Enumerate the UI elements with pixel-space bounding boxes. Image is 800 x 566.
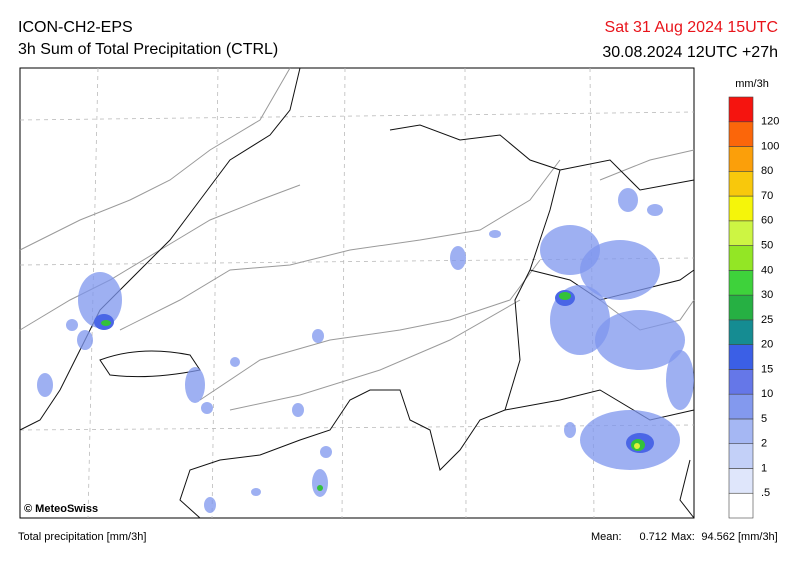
product-name: 3h Sum of Total Precipitation (CTRL) xyxy=(18,41,278,58)
legend-swatch xyxy=(728,393,754,420)
legend-label: 60 xyxy=(761,215,773,227)
footer-unit: [mm/3h] xyxy=(738,531,778,543)
mean-value: 0.712 xyxy=(639,531,667,543)
legend-label: 2 xyxy=(761,438,767,450)
footer-description: Total precipitation [mm/3h] xyxy=(18,531,146,543)
legend-label: 70 xyxy=(761,190,773,202)
legend-swatch xyxy=(728,344,754,370)
legend-label: 20 xyxy=(761,339,773,351)
legend-swatch xyxy=(728,195,754,222)
copyright: © MeteoSwiss xyxy=(24,503,98,515)
legend-label: 15 xyxy=(761,363,773,375)
precipitation xyxy=(37,188,694,513)
legend-swatch xyxy=(728,96,754,123)
legend-swatch xyxy=(728,245,754,271)
legend-swatch xyxy=(728,319,754,345)
legend-swatch xyxy=(728,492,754,519)
legend-label: 30 xyxy=(761,289,773,301)
run-time: 30.08.2024 12UTC +27h xyxy=(602,44,778,61)
legend-label: 80 xyxy=(761,165,773,177)
max-value: 94.562 xyxy=(701,531,735,543)
mean-label: Mean: xyxy=(591,531,622,543)
model-name: ICON-CH2-EPS xyxy=(18,19,133,36)
max-label: Max: xyxy=(671,531,695,543)
footer-stats: Mean: 0.712 Max: 94.562 [mm/3h] xyxy=(591,531,778,543)
legend-label: 10 xyxy=(761,388,773,400)
legend-swatch xyxy=(728,294,754,321)
legend-swatch xyxy=(728,443,754,469)
legend-label: 50 xyxy=(761,239,773,251)
legend-label: 40 xyxy=(761,264,773,276)
legend-swatch xyxy=(728,170,754,197)
legend-label: 120 xyxy=(761,116,779,128)
relief-lines xyxy=(19,67,695,411)
legend-label: 5 xyxy=(761,413,767,425)
legend-label: 100 xyxy=(761,140,779,152)
map: © MeteoSwiss xyxy=(19,67,695,519)
legend-swatch xyxy=(728,220,754,246)
legend-swatch xyxy=(728,418,754,445)
legend-unit: mm/3h xyxy=(735,78,769,90)
grid xyxy=(19,67,695,519)
legend-swatch xyxy=(728,121,754,147)
legend-swatch xyxy=(728,146,754,172)
valid-time: Sat 31 Aug 2024 15UTC xyxy=(605,19,778,36)
legend-label: 1 xyxy=(761,462,767,474)
legend-swatch xyxy=(728,369,754,395)
legend-swatch xyxy=(728,468,754,494)
legend-label: .5 xyxy=(761,487,770,499)
legend-label: 25 xyxy=(761,314,773,326)
legend-swatch xyxy=(728,270,754,296)
